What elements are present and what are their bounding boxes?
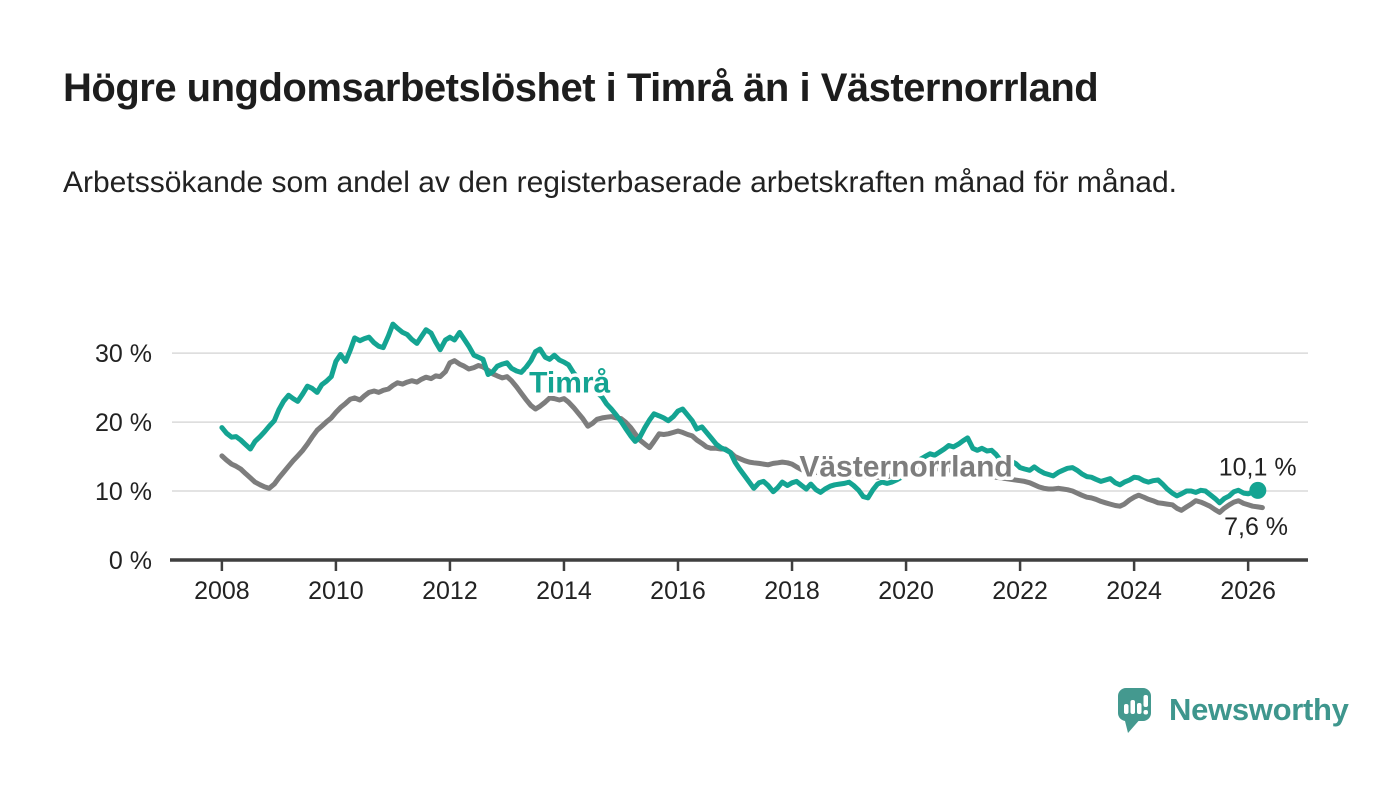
x-tick-label: 2012 bbox=[422, 577, 478, 605]
vasternorrland-line bbox=[219, 358, 1265, 515]
end-value-label-timra: 10,1 % bbox=[1219, 454, 1297, 482]
series-label-vasternorrland: Västernorrland bbox=[799, 451, 1012, 484]
chart-subtitle: Arbetssökande som andel av den registerb… bbox=[63, 166, 1177, 199]
y-tick-label: 0 % bbox=[109, 547, 152, 575]
unemployment-line-chart: 0 % 10 % 20 % 30 % 2008 2010 2012 2014 2016 2018 2… bbox=[95, 321, 1308, 605]
newsworthy-logo-icon bbox=[1118, 688, 1151, 733]
timra-line bbox=[219, 321, 1261, 506]
x-tick-label: 2020 bbox=[878, 577, 934, 605]
y-tick-label: 20 % bbox=[95, 409, 152, 437]
x-tick-label: 2024 bbox=[1106, 577, 1162, 605]
x-tick-label: 2008 bbox=[194, 577, 250, 605]
timra-end-dot bbox=[1249, 481, 1267, 499]
x-tick-label: 2014 bbox=[536, 577, 592, 605]
y-tick-label: 30 % bbox=[95, 340, 152, 368]
page-title: Högre ungdomsarbetslöshet i Timrå än i V… bbox=[63, 66, 1099, 110]
end-value-label-vasternorrland: 7,6 % bbox=[1224, 513, 1288, 541]
y-tick-label: 10 % bbox=[95, 478, 152, 506]
x-tick-label: 2022 bbox=[992, 577, 1048, 605]
footer: Newsworthy bbox=[1117, 686, 1349, 734]
x-tick-label: 2018 bbox=[764, 577, 820, 605]
series-label-timra: Timrå bbox=[529, 367, 610, 400]
brand-name: Newsworthy bbox=[1169, 692, 1349, 727]
x-tick-label: 2016 bbox=[650, 577, 706, 605]
x-tick-label: 2010 bbox=[308, 577, 364, 605]
x-tick-label: 2026 bbox=[1220, 577, 1276, 605]
